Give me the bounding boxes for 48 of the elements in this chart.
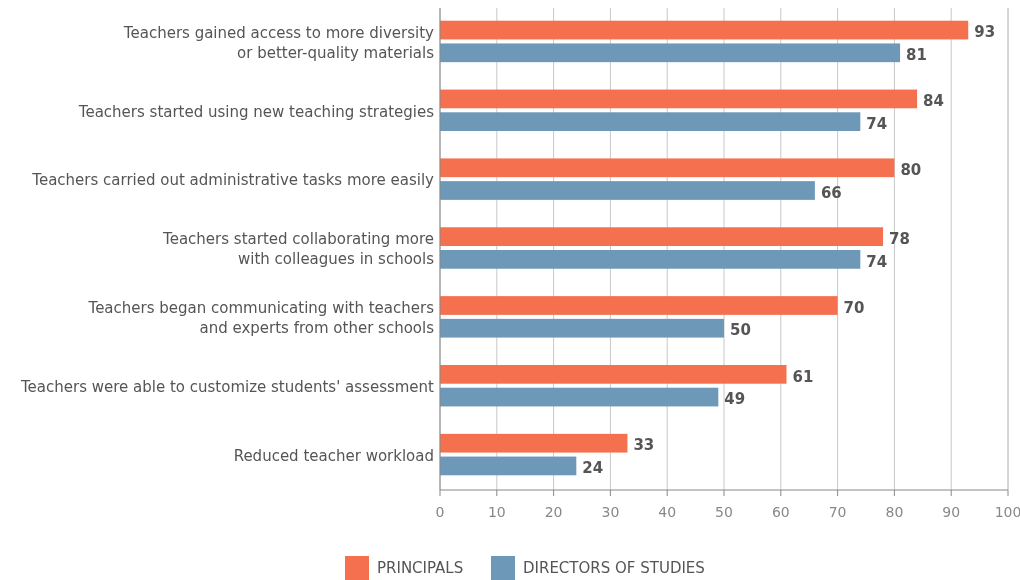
legend-label: PRINCIPALS [377,559,464,578]
x-tick-label: 20 [544,504,563,520]
bar [440,181,815,200]
y-tick-label: Teachers were able to customize students' assessment [19,377,435,396]
data-label: 74 [866,114,888,133]
y-tick-label: Teachers began communicating with teachers and experts from other schools [87,299,435,338]
legend-label: DIRECTORS OF STUDIES [523,559,705,578]
x-tick-label: 10 [487,504,506,520]
data-label: 80 [900,161,922,180]
data-label: 93 [974,23,996,42]
data-label: 33 [633,436,655,455]
bar [440,89,918,109]
bar [440,433,628,453]
y-tick-label: Teachers carried out administrative tasks more easily [31,171,435,190]
x-tick-label: 60 [771,504,790,520]
data-label: 70 [843,298,865,317]
bar [440,364,787,384]
bar [440,112,861,132]
x-tick-label: 90 [942,504,961,520]
x-tick-label: 30 [601,504,620,520]
data-label: 50 [730,321,751,340]
bar [440,227,884,246]
x-tick-label: 50 [715,504,733,520]
y-tick-label: Teachers started using new teaching strategies [77,102,435,121]
data-label: 61 [792,367,814,386]
bar [440,43,901,63]
bar [440,296,838,315]
data-label: 66 [820,183,842,202]
x-tick-label: 0 [435,504,445,520]
bar [440,20,969,40]
x-tick-label: 40 [658,504,677,520]
bar [440,456,577,476]
bar [440,387,719,407]
y-tick-label: Teachers started collaborating more with colleagues in schools [162,230,435,269]
data-label: 24 [582,459,604,478]
data-label: 74 [866,252,888,271]
bar [440,318,724,338]
x-tick-label: 80 [885,504,904,520]
data-label: 78 [889,229,910,248]
data-label: 84 [923,92,944,111]
y-tick-label: Reduced teacher workload [233,446,434,465]
data-label: 49 [724,390,746,409]
data-label: 81 [906,46,927,65]
x-tick-label: 100 [994,504,1020,520]
x-tick-label: 70 [828,504,847,520]
bar [440,250,861,269]
bar [440,158,895,178]
y-tick-label: Teachers gained access to more diversity or better-quality materials [122,23,435,62]
